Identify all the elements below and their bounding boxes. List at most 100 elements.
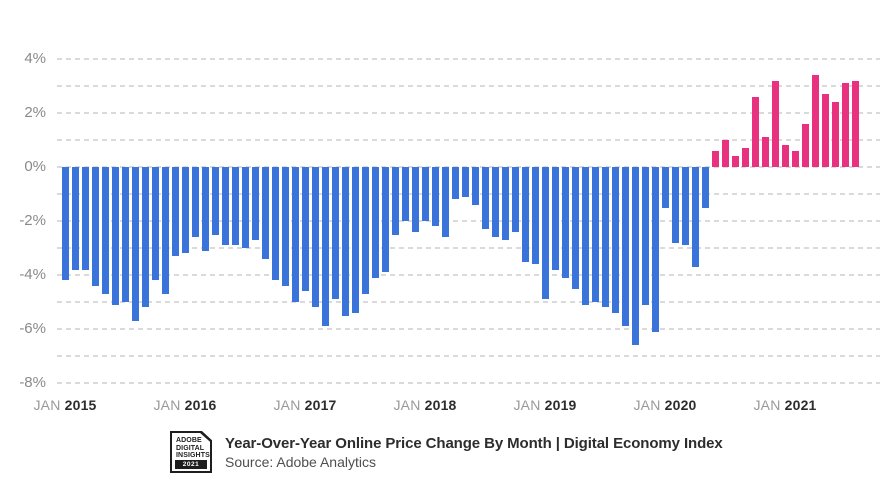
- bar-sep-2015: [141, 167, 149, 308]
- bar-apr-2016: [211, 167, 219, 235]
- bar-jan-2017: [301, 167, 309, 292]
- gridline--8pct: [57, 382, 880, 384]
- bar-aug-2015: [131, 167, 139, 321]
- bar-nov-2020: [761, 137, 769, 167]
- bar-jan-2016: [181, 167, 189, 254]
- bar-jul-2015: [121, 167, 129, 302]
- bar-jan-2019: [541, 167, 549, 300]
- bar-feb-2015: [71, 167, 79, 270]
- bar-jul-2016: [241, 167, 249, 248]
- gridline--6pct: [57, 328, 880, 330]
- bar-nov-2016: [281, 167, 289, 286]
- chart-footer: ADOBE DIGITAL INSIGHTS 2021 Year-Over-Ye…: [170, 431, 723, 473]
- bar-jan-2018: [421, 167, 429, 221]
- bar-apr-2017: [331, 167, 339, 300]
- gridline-1pct: [57, 139, 880, 141]
- bar-feb-2018: [431, 167, 439, 227]
- y-axis-label--6pct: -6%: [19, 320, 46, 337]
- bar-mar-2016: [201, 167, 209, 251]
- x-axis-month-text: JAN: [393, 397, 425, 413]
- bar-may-2020: [701, 167, 709, 208]
- gridline-3pct: [57, 85, 880, 87]
- bar-jan-2021: [781, 145, 789, 167]
- logo-year-badge: 2021: [175, 460, 207, 469]
- bar-oct-2019: [631, 167, 639, 346]
- adobe-digital-insights-logo: ADOBE DIGITAL INSIGHTS 2021: [170, 431, 212, 473]
- logo-page-shape: ADOBE DIGITAL INSIGHTS 2021: [172, 433, 210, 471]
- bar-nov-2018: [521, 167, 529, 262]
- bar-jan-2015: [61, 167, 69, 281]
- bar-jun-2016: [231, 167, 239, 246]
- gridline-4pct: [57, 58, 880, 60]
- bar-dec-2020: [771, 80, 779, 167]
- x-axis-label-jan-2020: JAN 2020: [620, 397, 710, 413]
- bar-dec-2015: [171, 167, 179, 257]
- bar-sep-2019: [621, 167, 629, 327]
- x-axis-year-text: 2021: [784, 397, 817, 413]
- bar-sep-2020: [741, 148, 749, 167]
- bar-mar-2018: [441, 167, 449, 238]
- bar-dec-2017: [411, 167, 419, 232]
- bar-nov-2019: [641, 167, 649, 305]
- logo-text-line: INSIGHTS: [176, 452, 210, 459]
- x-axis-month-text: JAN: [633, 397, 665, 413]
- chart-titles: Year-Over-Year Online Price Change By Mo…: [225, 431, 723, 471]
- bar-aug-2016: [251, 167, 259, 240]
- x-axis-year-text: 2016: [184, 397, 217, 413]
- gridline-0pct: [57, 166, 880, 168]
- bar-jul-2021: [841, 83, 849, 167]
- y-axis-label--2pct: -2%: [19, 212, 46, 229]
- gridline--7pct: [57, 355, 880, 357]
- bar-jun-2020: [711, 150, 719, 167]
- bar-aug-2018: [491, 167, 499, 238]
- bar-feb-2019: [551, 167, 559, 270]
- bar-jun-2021: [831, 102, 839, 167]
- y-axis-label-0pct: 0%: [24, 158, 46, 175]
- bar-apr-2015: [91, 167, 99, 286]
- x-axis-year-text: 2020: [664, 397, 697, 413]
- bar-jun-2018: [471, 167, 479, 205]
- bar-jun-2019: [591, 167, 599, 302]
- bar-dec-2019: [651, 167, 659, 332]
- x-axis-year-text: 2018: [424, 397, 457, 413]
- bar-sep-2017: [381, 167, 389, 273]
- y-axis-label--4pct: -4%: [19, 266, 46, 283]
- bar-may-2019: [581, 167, 589, 305]
- bar-nov-2015: [161, 167, 169, 294]
- x-axis-year-text: 2015: [64, 397, 97, 413]
- bar-oct-2015: [151, 167, 159, 281]
- bar-apr-2018: [451, 167, 459, 200]
- bar-jun-2015: [111, 167, 119, 305]
- x-axis-label-jan-2017: JAN 2017: [260, 397, 350, 413]
- bar-jul-2020: [721, 140, 729, 167]
- gridline--2pct: [57, 220, 880, 222]
- bar-oct-2017: [391, 167, 399, 235]
- chart-source: Source: Adobe Analytics: [225, 454, 376, 470]
- gridline--4pct: [57, 274, 880, 276]
- bar-may-2021: [821, 94, 829, 167]
- bar-feb-2017: [311, 167, 319, 308]
- chart-title: Year-Over-Year Online Price Change By Mo…: [225, 435, 723, 452]
- bar-aug-2019: [611, 167, 619, 313]
- bar-apr-2019: [571, 167, 579, 289]
- bar-may-2016: [221, 167, 229, 246]
- x-axis-label-jan-2018: JAN 2018: [380, 397, 470, 413]
- bar-feb-2021: [791, 150, 799, 167]
- logo-text-line: ADOBE: [176, 437, 202, 444]
- x-axis-label-jan-2016: JAN 2016: [140, 397, 230, 413]
- x-axis-label-jan-2021: JAN 2021: [740, 397, 830, 413]
- x-axis-year-text: 2017: [304, 397, 337, 413]
- bar-jul-2017: [361, 167, 369, 294]
- bar-oct-2020: [751, 96, 759, 167]
- y-axis-label-4pct: 4%: [24, 50, 46, 67]
- y-axis-label-2pct: 2%: [24, 104, 46, 121]
- bar-aug-2020: [731, 156, 739, 167]
- bar-jul-2019: [601, 167, 609, 308]
- bar-apr-2021: [811, 75, 819, 167]
- bar-aug-2021: [851, 80, 859, 167]
- gridline--5pct: [57, 301, 880, 303]
- bar-sep-2016: [261, 167, 269, 259]
- bar-aug-2017: [371, 167, 379, 278]
- bar-jul-2018: [481, 167, 489, 230]
- bar-oct-2016: [271, 167, 279, 281]
